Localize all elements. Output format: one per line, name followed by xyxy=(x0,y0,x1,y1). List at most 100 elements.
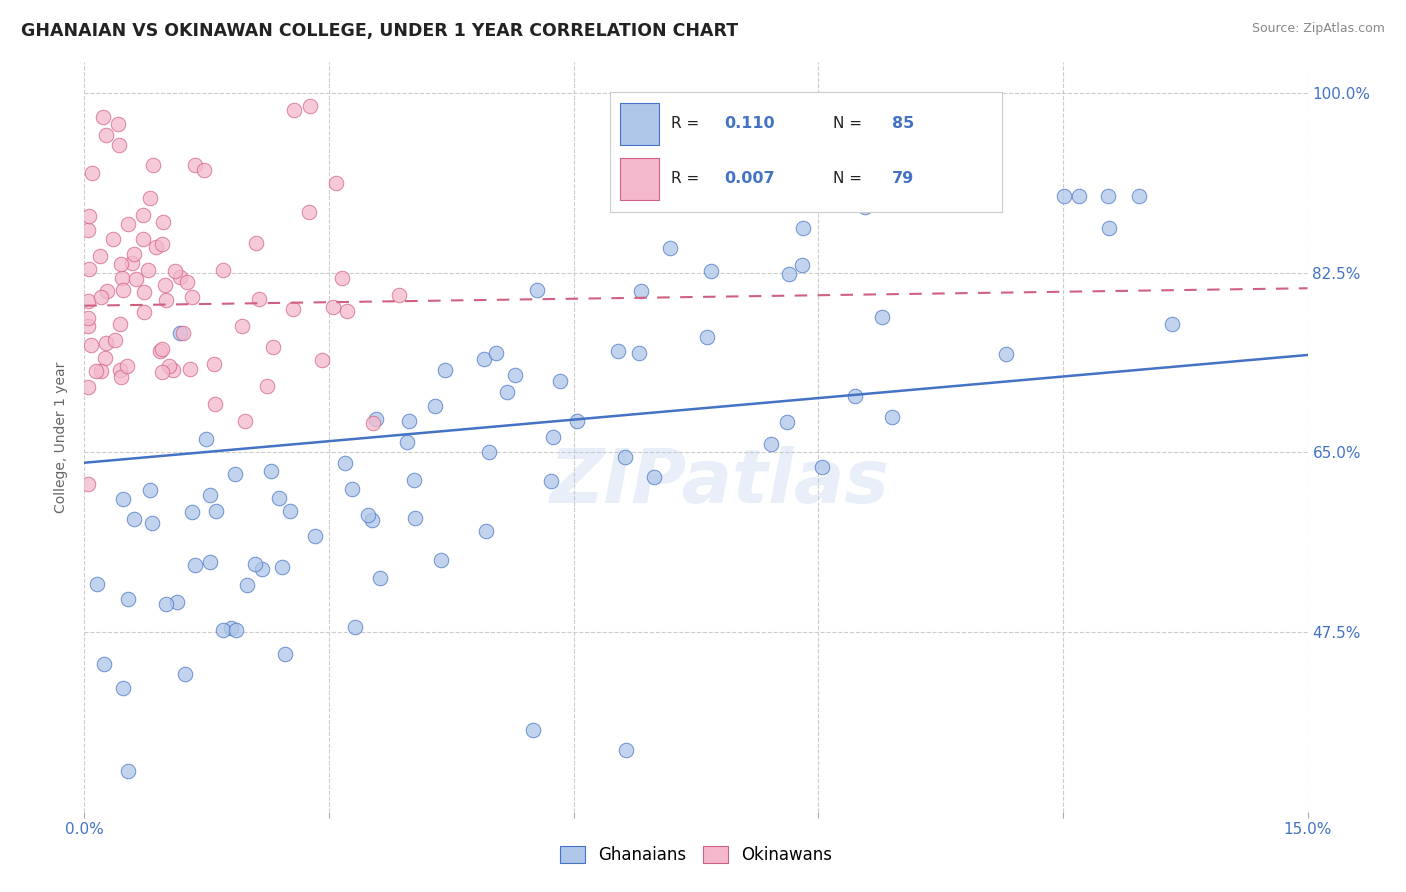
Point xyxy=(335,456,357,470)
Point xyxy=(267,491,290,505)
Point xyxy=(77,209,100,223)
Point xyxy=(141,516,163,531)
Point xyxy=(1128,189,1150,203)
Point xyxy=(614,743,637,757)
Point xyxy=(80,338,103,352)
Point xyxy=(166,595,188,609)
Point xyxy=(247,293,270,307)
Point xyxy=(108,363,131,377)
Point xyxy=(150,237,173,252)
Point xyxy=(225,624,247,638)
Point xyxy=(1097,189,1119,203)
Point xyxy=(322,300,344,314)
Point xyxy=(360,513,382,527)
Point xyxy=(304,529,326,543)
Y-axis label: College, Under 1 year: College, Under 1 year xyxy=(55,361,69,513)
Point xyxy=(503,368,526,383)
Point xyxy=(150,342,173,356)
Point xyxy=(96,284,118,298)
Point xyxy=(364,412,387,426)
Point xyxy=(121,256,143,270)
Point xyxy=(1067,189,1090,203)
Point xyxy=(274,648,297,662)
Text: Source: ZipAtlas.com: Source: ZipAtlas.com xyxy=(1251,22,1385,36)
Point xyxy=(496,385,519,400)
Point xyxy=(90,290,112,304)
Point xyxy=(169,326,191,340)
Point xyxy=(643,470,665,484)
Point xyxy=(627,346,650,360)
Point xyxy=(614,450,637,464)
Point xyxy=(388,288,411,302)
Point xyxy=(1052,189,1074,203)
Point xyxy=(882,410,904,425)
Point xyxy=(198,488,221,502)
Point xyxy=(484,346,506,360)
Point xyxy=(336,304,359,318)
Point xyxy=(110,257,132,271)
Point xyxy=(811,460,834,475)
Point xyxy=(193,162,215,177)
Point xyxy=(181,290,204,304)
Point xyxy=(115,359,138,373)
Point xyxy=(281,301,304,316)
Point xyxy=(145,240,167,254)
Point xyxy=(478,445,501,459)
Point xyxy=(522,723,544,737)
Point xyxy=(125,271,148,285)
Point xyxy=(93,351,115,365)
Point xyxy=(169,270,191,285)
Point xyxy=(283,103,305,117)
Point xyxy=(204,397,226,411)
Point xyxy=(142,158,165,172)
Point xyxy=(117,764,139,778)
Point xyxy=(132,232,155,246)
Point xyxy=(150,365,173,379)
Point xyxy=(404,511,426,525)
Point xyxy=(696,330,718,344)
Point xyxy=(541,430,564,444)
Point xyxy=(110,370,132,384)
Point xyxy=(325,177,347,191)
Point xyxy=(630,285,652,299)
Point xyxy=(155,293,177,307)
Point xyxy=(77,293,100,308)
Point xyxy=(77,319,100,334)
Point xyxy=(844,389,866,403)
Point xyxy=(101,232,124,246)
Point xyxy=(176,276,198,290)
Point xyxy=(131,208,153,222)
Point xyxy=(198,555,221,569)
Point xyxy=(298,205,321,219)
Point xyxy=(271,560,294,574)
Point xyxy=(262,340,284,354)
Point xyxy=(122,246,145,260)
Point xyxy=(90,364,112,378)
Point xyxy=(77,379,100,393)
Point xyxy=(792,221,814,235)
Point xyxy=(77,477,100,491)
Point xyxy=(433,363,456,377)
Point xyxy=(111,270,134,285)
Point xyxy=(173,666,195,681)
Point xyxy=(136,263,159,277)
Point xyxy=(96,128,118,143)
Point xyxy=(231,318,253,333)
Point xyxy=(132,304,155,318)
Point xyxy=(357,508,380,522)
Point xyxy=(157,359,180,373)
Point xyxy=(139,191,162,205)
Point xyxy=(761,436,783,450)
Point xyxy=(540,474,562,488)
Point xyxy=(77,223,100,237)
Text: GHANAIAN VS OKINAWAN COLLEGE, UNDER 1 YEAR CORRELATION CHART: GHANAIAN VS OKINAWAN COLLEGE, UNDER 1 YE… xyxy=(21,22,738,40)
Point xyxy=(233,414,256,428)
Point xyxy=(343,619,366,633)
Point xyxy=(256,378,278,392)
Point xyxy=(86,577,108,591)
Point xyxy=(311,353,333,368)
Point xyxy=(548,374,571,388)
Point xyxy=(138,483,160,497)
Point xyxy=(104,333,127,347)
Point xyxy=(162,363,184,377)
